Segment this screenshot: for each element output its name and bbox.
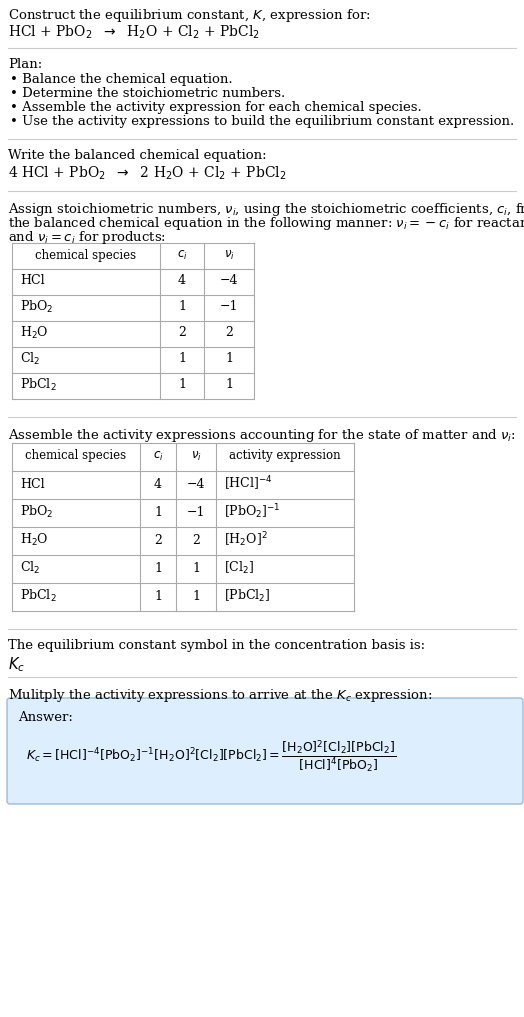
Text: Assign stoichiometric numbers, $\nu_i$, using the stoichiometric coefficients, $: Assign stoichiometric numbers, $\nu_i$, … (8, 201, 524, 218)
Text: activity expression: activity expression (229, 450, 341, 463)
Text: chemical species: chemical species (36, 248, 137, 261)
Text: 1: 1 (178, 353, 186, 365)
Text: • Assemble the activity expression for each chemical species.: • Assemble the activity expression for e… (10, 101, 422, 114)
Text: • Balance the chemical equation.: • Balance the chemical equation. (10, 73, 233, 86)
Text: 1: 1 (225, 378, 233, 392)
Text: Cl$_2$: Cl$_2$ (20, 351, 40, 367)
FancyBboxPatch shape (7, 698, 523, 804)
Text: and $\nu_i = c_i$ for products:: and $\nu_i = c_i$ for products: (8, 229, 166, 246)
Text: • Use the activity expressions to build the equilibrium constant expression.: • Use the activity expressions to build … (10, 115, 514, 128)
Text: PbCl$_2$: PbCl$_2$ (20, 377, 57, 393)
Text: 2: 2 (192, 534, 200, 546)
Text: [Cl$_2$]: [Cl$_2$] (224, 560, 254, 576)
Text: 2: 2 (225, 326, 233, 340)
Text: 1: 1 (192, 590, 200, 602)
Text: −4: −4 (220, 275, 238, 288)
Text: PbO$_2$: PbO$_2$ (20, 299, 53, 315)
Text: 1: 1 (192, 561, 200, 575)
Text: 4: 4 (178, 275, 186, 288)
Text: Plan:: Plan: (8, 58, 42, 71)
Text: $c_i$: $c_i$ (177, 248, 188, 261)
Text: PbO$_2$: PbO$_2$ (20, 504, 53, 520)
Text: 1: 1 (154, 505, 162, 519)
Text: $K_c = [\mathrm{HCl}]^{-4}[\mathrm{PbO_2}]^{-1}[\mathrm{H_2O}]^{2}[\mathrm{Cl_2}: $K_c = [\mathrm{HCl}]^{-4}[\mathrm{PbO_2… (26, 738, 396, 774)
Text: $K_c$: $K_c$ (8, 655, 25, 673)
Text: $\nu_i$: $\nu_i$ (224, 248, 234, 261)
Text: HCl: HCl (20, 478, 45, 490)
Text: Answer:: Answer: (18, 711, 73, 724)
Text: Construct the equilibrium constant, $K$, expression for:: Construct the equilibrium constant, $K$,… (8, 7, 370, 24)
Text: 1: 1 (178, 300, 186, 313)
Text: 4 HCl + PbO$_2$  $\rightarrow$  2 H$_2$O + Cl$_2$ + PbCl$_2$: 4 HCl + PbO$_2$ $\rightarrow$ 2 H$_2$O +… (8, 165, 287, 182)
Text: 4: 4 (154, 478, 162, 490)
Text: The equilibrium constant symbol in the concentration basis is:: The equilibrium constant symbol in the c… (8, 639, 425, 652)
Text: [HCl]$^{-4}$: [HCl]$^{-4}$ (224, 475, 272, 493)
Text: [H$_2$O]$^2$: [H$_2$O]$^2$ (224, 531, 268, 549)
Text: −1: −1 (187, 505, 205, 519)
Text: the balanced chemical equation in the following manner: $\nu_i = -c_i$ for react: the balanced chemical equation in the fo… (8, 215, 524, 232)
Text: chemical species: chemical species (26, 450, 127, 463)
Text: Write the balanced chemical equation:: Write the balanced chemical equation: (8, 149, 267, 162)
Text: 1: 1 (225, 353, 233, 365)
Text: H$_2$O: H$_2$O (20, 325, 49, 341)
Text: 1: 1 (178, 378, 186, 392)
Text: [PbCl$_2$]: [PbCl$_2$] (224, 588, 270, 604)
Text: $\nu_i$: $\nu_i$ (191, 450, 201, 463)
Text: Mulitply the activity expressions to arrive at the $K_c$ expression:: Mulitply the activity expressions to arr… (8, 687, 432, 704)
Text: Cl$_2$: Cl$_2$ (20, 560, 40, 576)
Text: −4: −4 (187, 478, 205, 490)
Text: 2: 2 (178, 326, 186, 340)
Text: HCl + PbO$_2$  $\rightarrow$  H$_2$O + Cl$_2$ + PbCl$_2$: HCl + PbO$_2$ $\rightarrow$ H$_2$O + Cl$… (8, 24, 260, 42)
Text: HCl: HCl (20, 275, 45, 288)
Text: H$_2$O: H$_2$O (20, 532, 49, 548)
Text: PbCl$_2$: PbCl$_2$ (20, 588, 57, 604)
Text: −1: −1 (220, 300, 238, 313)
Text: • Determine the stoichiometric numbers.: • Determine the stoichiometric numbers. (10, 87, 285, 100)
Text: 1: 1 (154, 590, 162, 602)
Text: Assemble the activity expressions accounting for the state of matter and $\nu_i$: Assemble the activity expressions accoun… (8, 427, 516, 444)
Text: $c_i$: $c_i$ (152, 450, 163, 463)
Text: [PbO$_2$]$^{-1}$: [PbO$_2$]$^{-1}$ (224, 502, 281, 522)
Text: 2: 2 (154, 534, 162, 546)
Text: 1: 1 (154, 561, 162, 575)
